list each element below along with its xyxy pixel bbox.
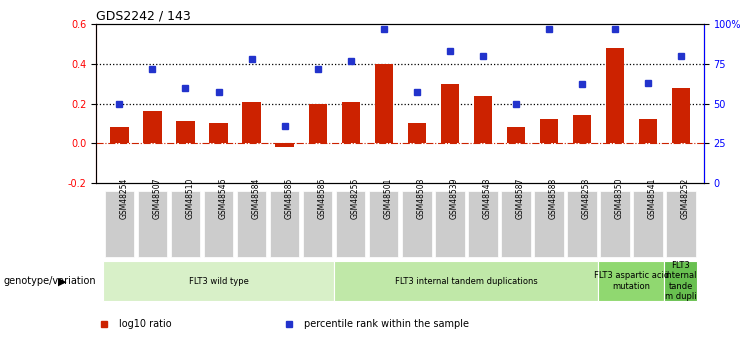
Bar: [242, 101, 261, 143]
Text: GSM48585: GSM48585: [285, 177, 293, 219]
Text: log10 ratio: log10 ratio: [119, 319, 171, 329]
Text: GDS2242 / 143: GDS2242 / 143: [96, 10, 191, 23]
Text: GSM48510: GSM48510: [185, 177, 194, 219]
FancyBboxPatch shape: [270, 191, 299, 257]
FancyBboxPatch shape: [236, 191, 267, 257]
FancyBboxPatch shape: [334, 261, 598, 302]
Text: GSM48546: GSM48546: [219, 177, 227, 219]
FancyBboxPatch shape: [303, 191, 333, 257]
Bar: [539, 119, 558, 143]
Bar: [473, 96, 492, 143]
Text: GSM48252: GSM48252: [681, 177, 690, 219]
Text: GSM48350: GSM48350: [615, 177, 624, 219]
FancyBboxPatch shape: [666, 191, 696, 257]
Text: GSM48543: GSM48543: [482, 177, 492, 219]
FancyBboxPatch shape: [567, 191, 597, 257]
FancyBboxPatch shape: [103, 261, 334, 302]
FancyBboxPatch shape: [600, 191, 630, 257]
Text: genotype/variation: genotype/variation: [4, 276, 96, 286]
Text: ▶: ▶: [59, 276, 67, 286]
FancyBboxPatch shape: [336, 191, 365, 257]
Bar: [573, 116, 591, 143]
Bar: [408, 124, 426, 143]
Bar: [144, 111, 162, 143]
FancyBboxPatch shape: [598, 261, 665, 302]
Text: FLT3 internal tandem duplications: FLT3 internal tandem duplications: [395, 277, 537, 286]
Bar: [308, 104, 327, 143]
Text: GSM48584: GSM48584: [251, 177, 261, 219]
Text: GSM48503: GSM48503: [416, 177, 425, 219]
Bar: [276, 143, 293, 147]
Text: GSM48587: GSM48587: [516, 177, 525, 219]
FancyBboxPatch shape: [665, 261, 697, 302]
FancyBboxPatch shape: [104, 191, 134, 257]
FancyBboxPatch shape: [402, 191, 431, 257]
Text: percentile rank within the sample: percentile rank within the sample: [304, 319, 469, 329]
Bar: [176, 121, 195, 143]
Bar: [672, 88, 690, 143]
Bar: [110, 127, 128, 143]
Text: FLT3 wild type: FLT3 wild type: [188, 277, 248, 286]
FancyBboxPatch shape: [468, 191, 497, 257]
Text: GSM48588: GSM48588: [549, 177, 558, 219]
FancyBboxPatch shape: [633, 191, 662, 257]
Text: GSM48254: GSM48254: [119, 177, 128, 219]
Bar: [441, 84, 459, 143]
FancyBboxPatch shape: [204, 191, 233, 257]
Bar: [342, 101, 359, 143]
FancyBboxPatch shape: [138, 191, 167, 257]
Text: GSM48501: GSM48501: [384, 177, 393, 219]
Bar: [639, 119, 657, 143]
Bar: [605, 48, 624, 143]
Text: FLT3
internal
tande
m dupli: FLT3 internal tande m dupli: [665, 261, 697, 301]
Text: GSM48539: GSM48539: [450, 177, 459, 219]
FancyBboxPatch shape: [501, 191, 531, 257]
Text: GSM48253: GSM48253: [582, 177, 591, 219]
Bar: [374, 64, 393, 143]
Text: GSM48586: GSM48586: [318, 177, 327, 219]
FancyBboxPatch shape: [369, 191, 399, 257]
Text: FLT3 aspartic acid
mutation: FLT3 aspartic acid mutation: [594, 272, 669, 291]
FancyBboxPatch shape: [534, 191, 564, 257]
Text: GSM48541: GSM48541: [648, 177, 657, 219]
FancyBboxPatch shape: [170, 191, 200, 257]
Bar: [210, 124, 227, 143]
Text: GSM48507: GSM48507: [153, 177, 162, 219]
Text: GSM48255: GSM48255: [350, 177, 359, 219]
FancyBboxPatch shape: [435, 191, 465, 257]
Bar: [507, 127, 525, 143]
